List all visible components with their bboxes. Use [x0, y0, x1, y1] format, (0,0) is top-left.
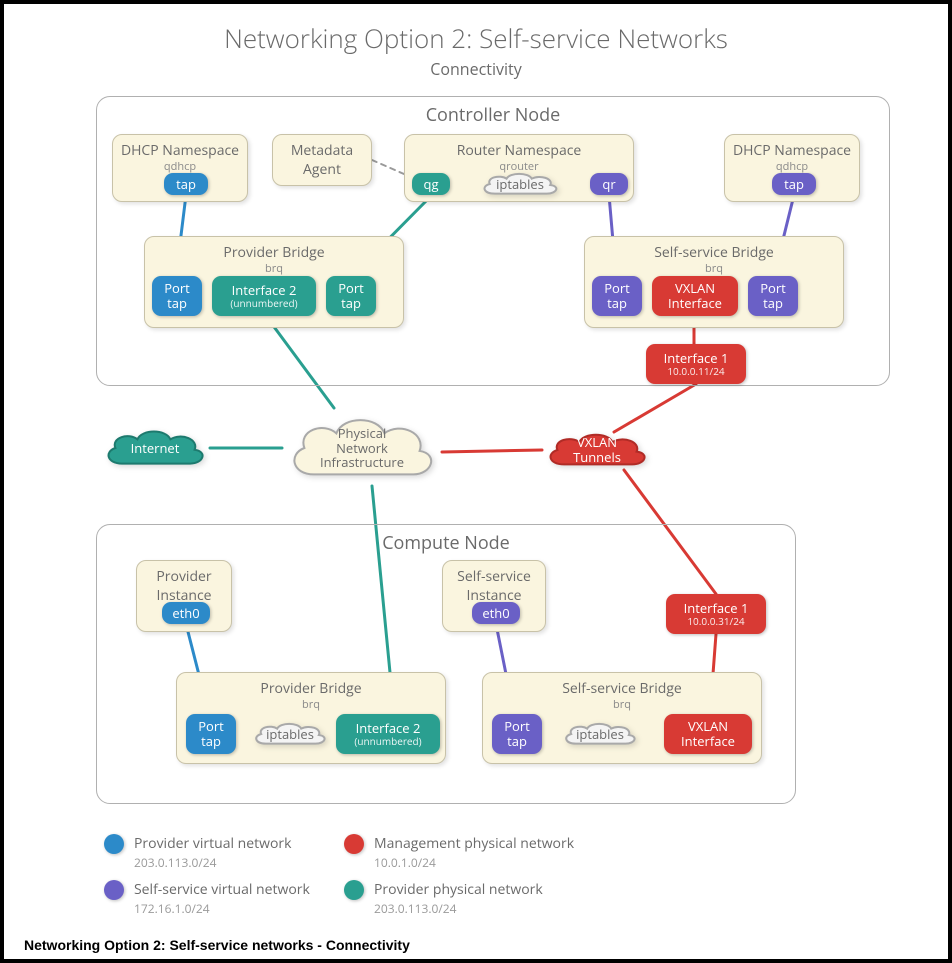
cloud-label: iptables — [266, 727, 314, 742]
pill-ctrl_if1: Interface 110.0.0.11/24 — [646, 344, 746, 384]
pill-label: tap — [176, 177, 196, 192]
cloud-iptables_ctrl: iptables — [478, 168, 562, 200]
cloud-internet: Internet — [100, 422, 210, 474]
pill-ctrl_sb_pt2: Port tap — [748, 276, 798, 316]
legend-item: Provider virtual network203.0.113.0/24 — [104, 834, 291, 872]
pill-ctrl_tap1: tap — [164, 173, 208, 195]
big-node-label: Controller Node — [97, 103, 889, 127]
cloud-phys: Physical Network Infrastructure — [282, 404, 442, 492]
pill-ctrl_pb_pt1: Port tap — [152, 276, 202, 316]
page-subtitle: Connectivity — [4, 58, 948, 80]
legend-label: Provider physical network203.0.113.0/24 — [374, 880, 543, 918]
pill-sub: 10.0.0.31/24 — [687, 616, 744, 628]
legend-swatch — [104, 880, 124, 900]
pill-cmp_sb_pt: Port tap — [492, 714, 542, 754]
cloud-iptables_cmp1: iptables — [250, 718, 330, 750]
box-title: Self-service Instance — [443, 567, 545, 605]
figure-caption: Networking Option 2: Self-service networ… — [24, 937, 410, 953]
pill-label: Port tap — [604, 281, 630, 311]
pill-cmp_if1: Interface 110.0.0.31/24 — [666, 594, 766, 634]
pill-ctrl_pb_pt2: Port tap — [326, 276, 376, 316]
pill-sub: 10.0.0.11/24 — [667, 366, 724, 378]
pill-ctrl_qg: qg — [412, 173, 450, 195]
legend-item: Self-service virtual network172.16.1.0/2… — [104, 880, 310, 918]
pill-label: Port tap — [198, 719, 224, 749]
pill-cmp_pb_pt: Port tap — [186, 714, 236, 754]
pill-label: Port tap — [760, 281, 786, 311]
pill-sub: (unnumbered) — [230, 298, 297, 310]
pill-label: VXLAN Interface — [668, 281, 722, 311]
pill-ctrl_tap2: tap — [772, 173, 816, 195]
pill-label: eth0 — [172, 606, 199, 621]
pill-label: Port tap — [504, 719, 530, 749]
legend-item: Provider physical network203.0.113.0/24 — [344, 880, 543, 918]
legend-label: Provider virtual network203.0.113.0/24 — [134, 834, 291, 872]
box-title: Router Namespace — [405, 141, 633, 160]
legend-swatch — [344, 834, 364, 854]
pill-cmp_eth0a: eth0 — [162, 602, 210, 624]
cloud-label: iptables — [496, 177, 544, 192]
legend-label: Management physical network10.0.1.0/24 — [374, 834, 574, 872]
box-title: Self-service Bridge — [483, 679, 761, 698]
pill-label: eth0 — [482, 606, 509, 621]
pill-label: tap — [784, 177, 804, 192]
pill-cmp_eth0b: eth0 — [472, 602, 520, 624]
box-title: Self-service Bridge — [585, 243, 843, 262]
legend-swatch — [344, 880, 364, 900]
box-sub: qdhcp — [725, 159, 859, 174]
box-sub: brq — [585, 261, 843, 276]
box-sub: brq — [483, 697, 761, 712]
pill-label: Port tap — [164, 281, 190, 311]
box-title: Metadata Agent — [273, 141, 371, 179]
big-node-label: Compute Node — [97, 531, 795, 555]
legend-swatch — [104, 834, 124, 854]
cloud-label: iptables — [576, 727, 624, 742]
cloud-vxlan: VXLAN Tunnels — [542, 426, 652, 474]
pill-cmp_sb_vx: VXLAN Interface — [664, 714, 752, 754]
pill-label: qg — [423, 177, 438, 192]
pill-cmp_pb_if2: Interface 2(unnumbered) — [336, 714, 440, 754]
box-sub: brq — [177, 697, 445, 712]
box-sub: brq — [145, 261, 403, 276]
box-sub: qdhcp — [113, 159, 247, 174]
pill-label: VXLAN Interface — [681, 719, 735, 749]
pill-ctrl_pb_if2: Interface 2(unnumbered) — [212, 276, 316, 316]
box-title: Provider Bridge — [145, 243, 403, 262]
cloud-iptables_cmp2: iptables — [560, 718, 640, 750]
pill-sub: (unnumbered) — [354, 736, 421, 748]
box-ctrl_meta: Metadata Agent — [272, 134, 372, 186]
legend-item: Management physical network10.0.1.0/24 — [344, 834, 574, 872]
page-title: Networking Option 2: Self-service Networ… — [4, 20, 948, 56]
cloud-label: VXLAN Tunnels — [573, 435, 621, 465]
pill-ctrl_sb_pt1: Port tap — [592, 276, 642, 316]
box-title: DHCP Namespace — [113, 141, 247, 160]
pill-ctrl_sb_vx: VXLAN Interface — [652, 276, 738, 316]
box-title: DHCP Namespace — [725, 141, 859, 160]
cloud-label: Internet — [131, 441, 180, 456]
box-title: Provider Bridge — [177, 679, 445, 698]
box-title: Provider Instance — [137, 567, 231, 605]
pill-label: qr — [602, 177, 615, 192]
pill-ctrl_qr: qr — [590, 173, 628, 195]
pill-label: Port tap — [338, 281, 364, 311]
legend-label: Self-service virtual network172.16.1.0/2… — [134, 880, 310, 918]
cloud-label: Physical Network Infrastructure — [320, 426, 404, 471]
